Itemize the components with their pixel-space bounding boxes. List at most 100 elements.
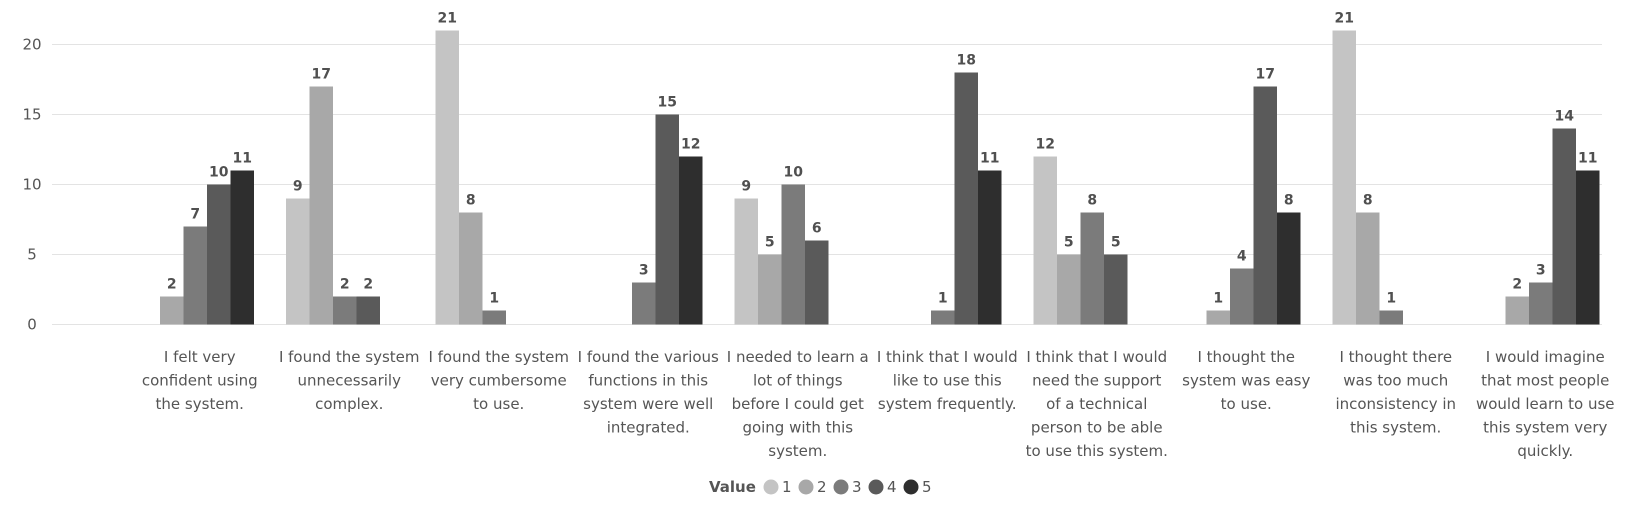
- bar: [1033, 156, 1057, 325]
- bar: [309, 86, 333, 325]
- bar: [655, 114, 679, 325]
- data-label: 10: [209, 165, 229, 181]
- category-label-line: of a technical: [1046, 395, 1147, 413]
- y-axis-ticks: 0 5 10 15 20: [22, 36, 41, 334]
- bar: [1080, 212, 1104, 325]
- data-label: 12: [681, 137, 700, 153]
- bar: [230, 170, 254, 325]
- data-label: 1: [1386, 291, 1396, 307]
- category-label-line: system was easy: [1182, 372, 1310, 390]
- legend-swatch: [868, 479, 884, 495]
- category-label-line: this system.: [1350, 419, 1441, 437]
- category-label-line: I think that I would: [877, 348, 1018, 366]
- category-label-line: before I could get: [732, 395, 864, 413]
- legend-title: Value: [709, 478, 756, 496]
- category-label-line: I thought there: [1339, 348, 1452, 366]
- x-axis-categories: I felt very confident using the system.I f…: [142, 348, 1615, 460]
- bar: [978, 170, 1002, 325]
- bar: [679, 156, 703, 325]
- bar: [286, 198, 310, 325]
- data-label: 9: [741, 179, 751, 195]
- data-label: 21: [438, 11, 457, 27]
- bar: [1277, 212, 1301, 325]
- legend-entry: 2: [817, 478, 827, 496]
- category-label: I found the system unnecessarily complex.: [279, 348, 420, 413]
- data-label: 8: [1087, 193, 1097, 209]
- category-label: I think that I would like to use this syst…: [877, 348, 1018, 413]
- category-label-line: this system very: [1483, 419, 1607, 437]
- bar: [734, 198, 758, 325]
- legend-swatch: [903, 479, 919, 495]
- category-label-line: I found the system: [279, 348, 420, 366]
- y-tick-label: 0: [27, 316, 37, 334]
- data-label: 5: [1111, 235, 1121, 251]
- category-label-line: very cumbersome: [431, 372, 567, 390]
- data-label: 2: [167, 277, 177, 293]
- data-label: 9: [293, 179, 303, 195]
- data-label: 1: [489, 291, 499, 307]
- data-label: 8: [1284, 193, 1294, 209]
- data-label: 11: [233, 151, 252, 167]
- category-label-line: inconsistency in: [1335, 395, 1456, 413]
- bar: [482, 310, 506, 325]
- category-label-line: complex.: [315, 395, 383, 413]
- data-label: 8: [466, 193, 476, 209]
- data-label: 6: [812, 221, 822, 237]
- data-label: 3: [1536, 263, 1546, 279]
- category-label-line: quickly.: [1517, 442, 1573, 460]
- bar: [207, 184, 231, 325]
- category-label-line: I would imagine: [1486, 348, 1605, 366]
- y-tick-label: 10: [22, 176, 41, 194]
- bar: [758, 254, 782, 325]
- category-label: I thought the system was easy to use.: [1182, 348, 1310, 413]
- data-label: 7: [190, 207, 200, 223]
- legend-entry: 1: [782, 478, 792, 496]
- category-label: I felt very confident using the system.: [142, 348, 258, 413]
- category-label-line: I found the various: [578, 348, 719, 366]
- data-label: 21: [1335, 11, 1354, 27]
- bar: [160, 296, 184, 325]
- bar: [1253, 86, 1277, 325]
- data-label: 18: [957, 53, 976, 69]
- category-label-line: I found the system: [428, 348, 569, 366]
- category-label-line: to use.: [1221, 395, 1272, 413]
- data-label: 1: [938, 291, 948, 307]
- data-label: 11: [1578, 151, 1597, 167]
- category-label-line: the system.: [156, 395, 244, 413]
- category-label-line: system.: [768, 442, 827, 460]
- data-label: 8: [1363, 193, 1373, 209]
- data-label: 14: [1555, 109, 1575, 125]
- bar: [1576, 170, 1600, 325]
- category-label-line: to use.: [473, 395, 524, 413]
- category-label-line: functions in this: [588, 372, 708, 390]
- category-label: I thought there was too much inconsistency…: [1335, 348, 1456, 437]
- data-label: 4: [1237, 249, 1247, 265]
- bar: [1379, 310, 1403, 325]
- category-label-line: unnecessarily: [298, 372, 402, 390]
- data-label: 17: [312, 67, 331, 83]
- category-label: I found the system very cumbersome to use.: [428, 348, 569, 413]
- data-label: 11: [980, 151, 999, 167]
- bar: [1332, 30, 1356, 325]
- data-label: 10: [784, 165, 804, 181]
- bar: [1206, 310, 1230, 325]
- category-label-line: lot of things: [753, 372, 843, 390]
- category-label-line: like to use this: [893, 372, 1002, 390]
- category-label-line: I think that I would: [1026, 348, 1167, 366]
- legend-entry: 5: [922, 478, 932, 496]
- category-label-line: I needed to learn a: [727, 348, 869, 366]
- data-label: 2: [363, 277, 373, 293]
- bar: [183, 226, 207, 325]
- bar: [632, 282, 656, 325]
- category-label: I needed to learn a lot of things before I…: [727, 348, 869, 460]
- category-label-line: integrated.: [607, 419, 690, 437]
- bar: [459, 212, 483, 325]
- category-label-line: confident using: [142, 372, 258, 390]
- data-label: 3: [639, 263, 649, 279]
- category-label-line: system frequently.: [878, 395, 1017, 413]
- category-label: I would imagine that most people would lea…: [1476, 348, 1615, 460]
- data-label: 5: [1064, 235, 1074, 251]
- category-label-line: system were well: [583, 395, 713, 413]
